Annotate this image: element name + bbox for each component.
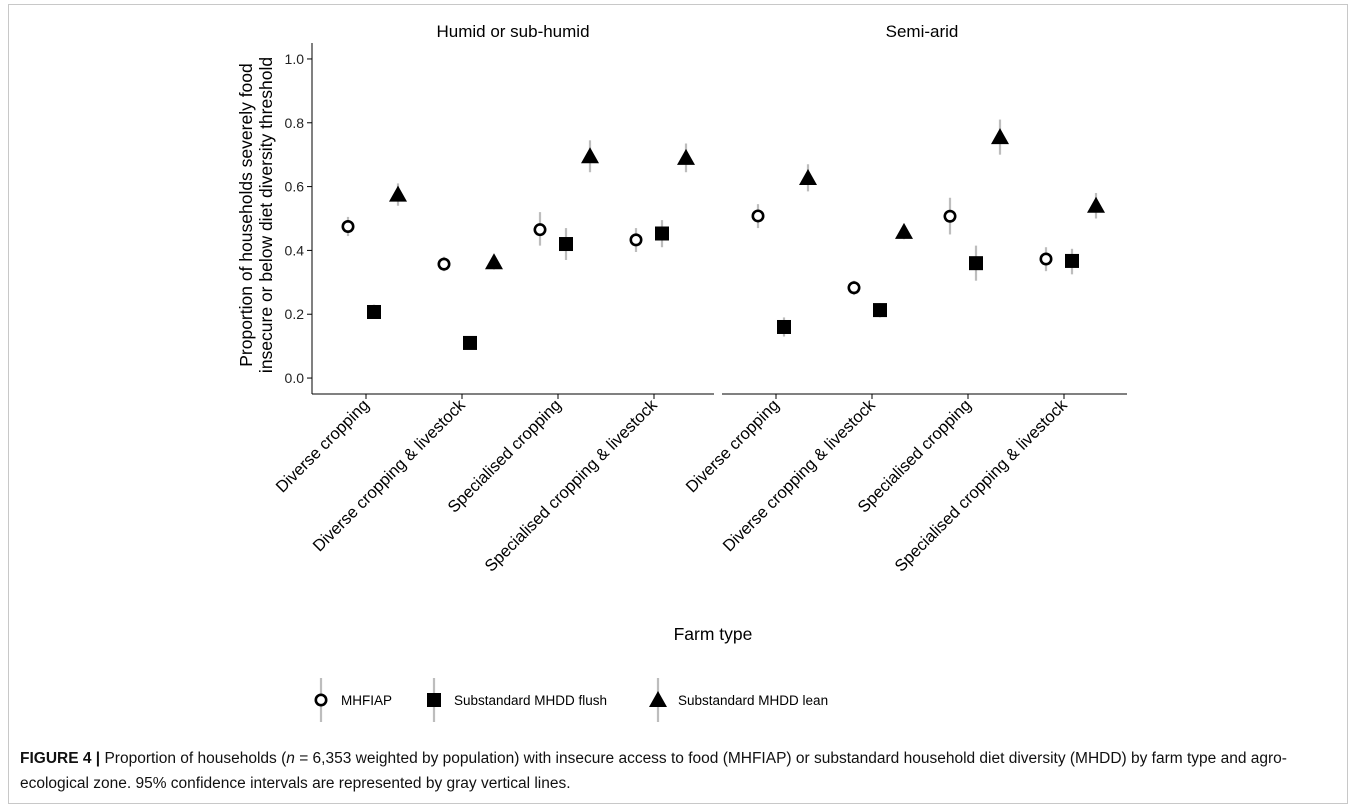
caption-text-end: = 6,353 weighted by population) with ins…	[20, 750, 1287, 792]
x-tick-label: Specialised cropping & livestock	[481, 396, 661, 576]
x-tick-label: Diverse cropping	[683, 396, 783, 496]
data-point	[677, 148, 695, 165]
data-point	[969, 256, 983, 271]
legend-label: Substandard MHDD flush	[454, 693, 607, 708]
data-point	[389, 185, 407, 202]
data-point	[655, 226, 669, 241]
figure-frame	[8, 4, 1348, 804]
data-point	[437, 257, 451, 271]
figure-caption: FIGURE 4 | Proportion of households (n =…	[20, 746, 1330, 796]
data-point	[581, 147, 599, 164]
legend-marker	[427, 693, 441, 707]
x-tick-label: Specialised cropping & livestock	[891, 396, 1071, 576]
caption-text-start: Proportion of households (	[104, 750, 287, 767]
data-point	[533, 223, 547, 237]
data-point	[943, 209, 957, 223]
x-tick-label: Diverse cropping	[273, 396, 373, 496]
caption-n-symbol: n	[286, 750, 295, 767]
confidence-intervals	[346, 119, 1098, 350]
x-tick-label: Diverse cropping & livestock	[310, 396, 470, 556]
data-point	[367, 304, 381, 319]
data-point	[485, 253, 503, 270]
y-tick-label: 0.4	[285, 242, 305, 258]
legend-label: Substandard MHDD lean	[678, 693, 828, 708]
x-axis-title: Farm type	[674, 624, 753, 644]
y-tick-label: 1.0	[285, 51, 305, 67]
data-point	[799, 168, 817, 185]
legend-marker	[314, 693, 328, 707]
data-point	[777, 319, 791, 334]
x-tick-label: Diverse cropping & livestock	[720, 396, 880, 556]
data-point	[873, 303, 887, 318]
y-tick-label: 0.6	[285, 179, 305, 195]
axes	[307, 43, 1127, 399]
data-point	[1039, 252, 1053, 266]
legend-label: MHFIAP	[341, 693, 392, 708]
data-point	[463, 335, 477, 350]
data-point	[559, 237, 573, 252]
panel-title: Humid or sub-humid	[436, 22, 589, 41]
data-point	[751, 209, 765, 223]
y-axis-title-line-2: insecure or below diet diversity thresho…	[256, 57, 276, 373]
axis-labels: 0.0 0.2 0.4 0.6 0.8 1.0 Proportion of househol…	[236, 22, 1071, 644]
data-point	[895, 222, 913, 239]
data-point	[341, 219, 355, 233]
panel-title: Semi-arid	[886, 22, 959, 41]
data-point	[991, 128, 1009, 145]
chart: 0.0 0.2 0.4 0.6 0.8 1.0 Proportion of househol…	[236, 22, 1127, 722]
data-point	[847, 281, 861, 295]
y-tick-label: 0.2	[285, 306, 305, 322]
y-axis-title-line-1: Proportion of households severely food	[236, 63, 256, 367]
caption-label: FIGURE 4 |	[20, 750, 101, 767]
data-point	[1065, 253, 1079, 268]
data-points	[341, 128, 1105, 350]
data-point	[1087, 196, 1105, 213]
legend: MHFIAP Substandard MHDD flush Substandard …	[314, 678, 828, 722]
y-tick-label: 0.0	[285, 370, 305, 386]
legend-marker	[649, 691, 667, 707]
data-point	[629, 233, 643, 247]
y-tick-label: 0.8	[285, 115, 305, 131]
